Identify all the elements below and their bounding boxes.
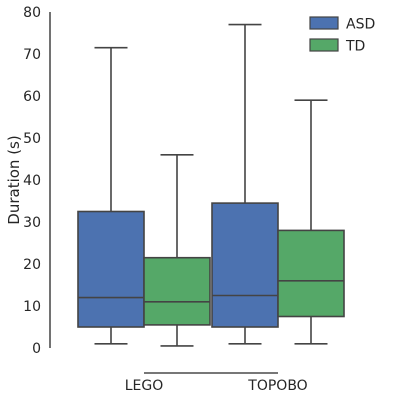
y-tick-label: 0 (32, 341, 41, 357)
box-asd-lego (77, 46, 145, 345)
x-tick-label: LEGO (125, 378, 164, 394)
boxes-layer (77, 23, 345, 347)
legend-label-td: TD (345, 39, 365, 55)
x-tick-label: TOPOBO (247, 378, 307, 394)
y-axis-label: Duration (s) (5, 135, 23, 224)
box-td-lego (143, 154, 211, 347)
legend-swatch-td (309, 38, 339, 52)
legend-label-asd: ASD (346, 17, 375, 33)
axes-layer: 0 10 20 30 40 50 60 70 80 Duration (s) LEGO TOPOBO (5, 5, 308, 394)
y-tick-label: 50 (23, 131, 41, 147)
box-body (277, 229, 345, 318)
y-tick-label: 10 (23, 299, 41, 315)
box-body (143, 256, 211, 326)
legend: ASD TD (309, 16, 375, 55)
box-body (77, 210, 145, 328)
box-td-topobo (277, 99, 345, 345)
box-body (211, 202, 279, 328)
y-tick-label: 60 (23, 89, 41, 105)
y-tick-label: 40 (23, 173, 41, 189)
y-tick-label: 30 (23, 215, 41, 231)
y-tick-label: 80 (23, 5, 41, 21)
legend-swatch-asd (309, 16, 339, 30)
y-tick-label: 20 (23, 257, 41, 273)
box-asd-topobo (211, 23, 279, 345)
y-tick-label: 70 (23, 47, 41, 63)
